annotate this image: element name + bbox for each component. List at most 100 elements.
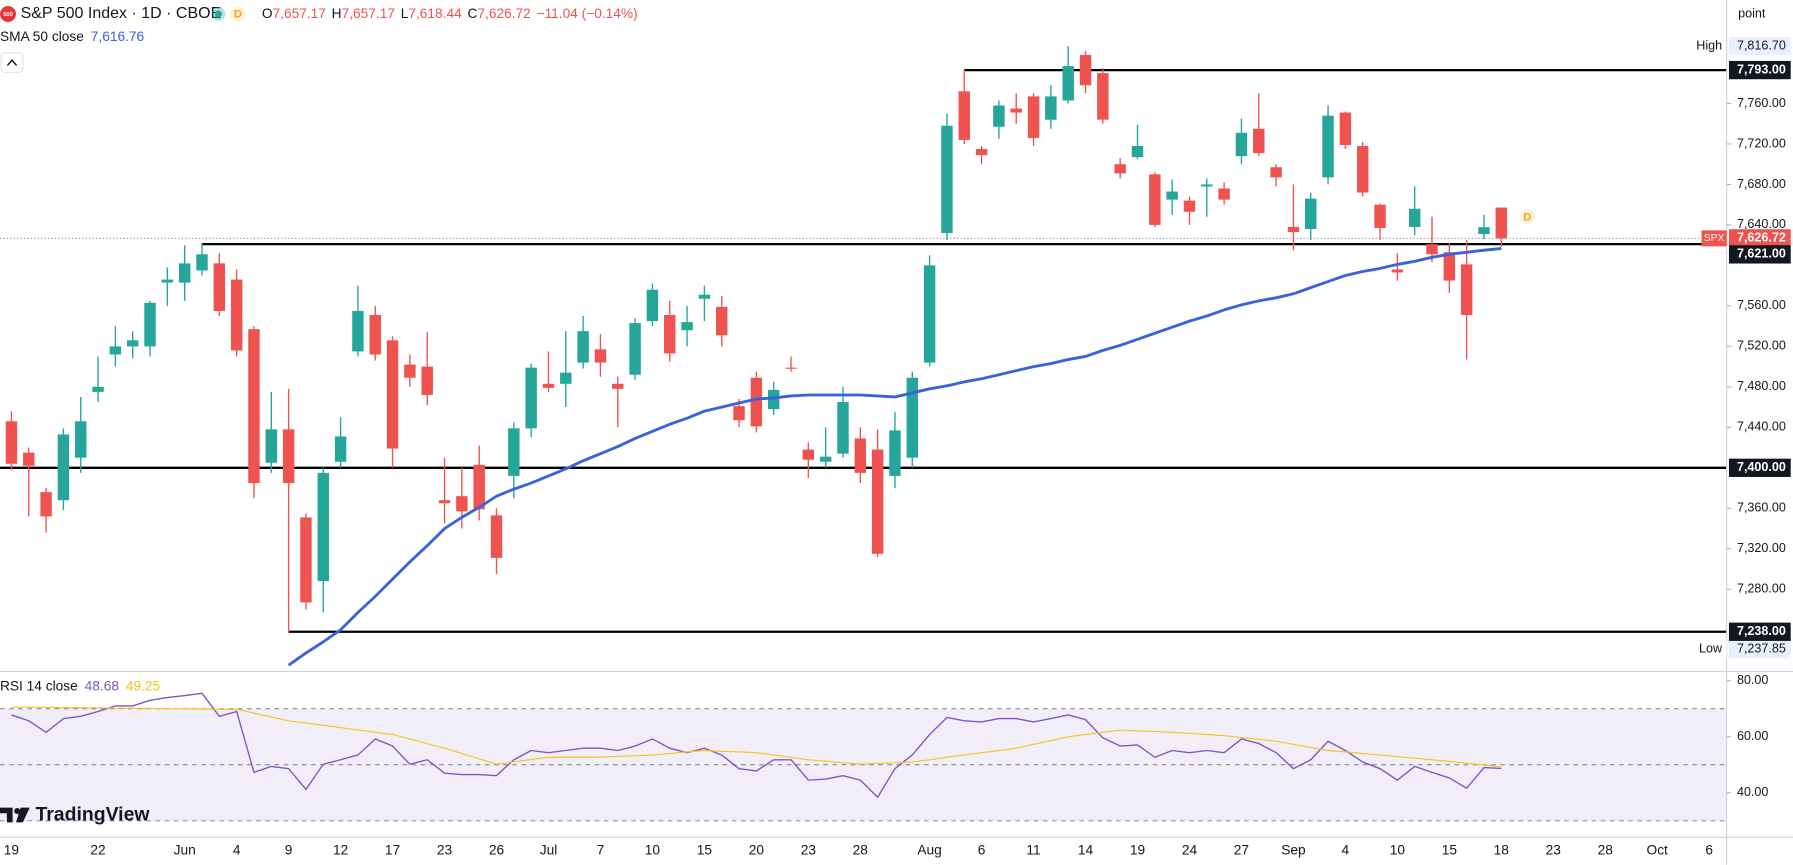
rsi-legend: RSI 14 close 48.68 49.25 xyxy=(0,678,161,693)
y-tick-label: 7,280.00 xyxy=(1737,582,1786,596)
candle-body xyxy=(1201,184,1213,187)
y-tick-label: 7,640.00 xyxy=(1737,217,1786,231)
h-label: H xyxy=(332,6,342,21)
event-marker xyxy=(1519,208,1536,225)
candle-body xyxy=(837,402,849,454)
level-tag-value: 7,621.00 xyxy=(1737,247,1786,261)
sma-legend: SMA 50 close 7,616.76 xyxy=(0,28,145,43)
y-tick-label: 7,520.00 xyxy=(1737,339,1786,353)
candle-body xyxy=(196,254,208,271)
high-box xyxy=(1728,36,1791,56)
x-tick-label: 12 xyxy=(333,843,348,858)
candle-body xyxy=(785,367,797,369)
candle-body xyxy=(750,377,763,427)
rsi-tick-label: 80.00 xyxy=(1737,673,1768,687)
x-tick-label: 24 xyxy=(1182,843,1198,858)
candle-body xyxy=(1339,112,1352,145)
x-tick-label: Jun xyxy=(174,843,196,858)
candle-body xyxy=(421,366,433,395)
candle-body xyxy=(1391,269,1404,273)
badge xyxy=(229,5,246,22)
x-tick-label: 7 xyxy=(597,843,605,858)
market-status-dot xyxy=(214,10,222,18)
high-value: 7,816.70 xyxy=(1737,38,1786,52)
candle-body xyxy=(386,340,399,449)
x-tick-label: 19 xyxy=(4,843,19,858)
candle-body xyxy=(975,149,988,156)
level-tag-value: 7,793.00 xyxy=(1737,62,1786,76)
candle-body xyxy=(282,429,295,483)
candle-body xyxy=(265,429,278,463)
x-tick-label: 23 xyxy=(437,843,453,858)
logo-mark-slash xyxy=(16,807,30,823)
y-tick-label: 7,760.00 xyxy=(1737,96,1786,110)
candle-body xyxy=(1045,96,1057,120)
candle-body xyxy=(681,322,693,331)
candle-body xyxy=(1356,145,1369,193)
candle-body xyxy=(1478,227,1490,235)
axes: 7,760.00 7,720.00 7,680.00 7,640.00 7,560.00… xyxy=(4,36,1791,858)
candle-body xyxy=(802,449,815,460)
candle-body xyxy=(698,294,711,299)
x-tick-label: 10 xyxy=(1390,843,1406,858)
symbol-tag xyxy=(1701,230,1727,247)
candle-body xyxy=(352,310,364,352)
candle-body xyxy=(733,406,745,421)
candle-body xyxy=(57,434,70,501)
x-tick-label: 22 xyxy=(90,843,105,858)
candle-body xyxy=(577,331,589,363)
low-box xyxy=(1728,639,1791,659)
x-tick-label: 20 xyxy=(749,843,765,858)
candle-body xyxy=(473,464,485,510)
logo-mark-dot xyxy=(14,808,21,814)
candle-body xyxy=(404,364,416,378)
collapse-chevron xyxy=(6,59,18,66)
rsi-tick-label: 40.00 xyxy=(1737,785,1768,799)
candle-body xyxy=(1079,54,1092,86)
candle-body xyxy=(1131,145,1144,158)
candle-body xyxy=(646,289,659,322)
x-tick-label: 10 xyxy=(645,843,661,858)
x-tick-label: Aug xyxy=(917,843,941,858)
candle-body xyxy=(1426,244,1438,255)
ohlc: O7,657.17 H7,657.17 L7,618.44 C7,626.72 −11.… xyxy=(262,6,638,21)
candle-body xyxy=(1253,128,1265,154)
sma-line xyxy=(287,246,1502,667)
y-tick-label: 7,440.00 xyxy=(1737,420,1786,434)
candle-body xyxy=(1408,208,1421,227)
last-price-box xyxy=(1728,229,1791,248)
candle-body xyxy=(923,265,936,363)
candle-body xyxy=(109,346,122,355)
brand-name: TradingView xyxy=(35,804,150,826)
candle-body xyxy=(144,302,156,347)
candle-body xyxy=(248,329,260,483)
candle-body xyxy=(40,492,52,517)
x-tick-label: 27 xyxy=(1234,843,1249,858)
candle-body xyxy=(594,349,607,363)
y-tick-label: 7,720.00 xyxy=(1737,136,1786,150)
x-tick-label: 28 xyxy=(1598,843,1614,858)
level-tag xyxy=(1728,60,1791,80)
candle-body xyxy=(1270,167,1282,178)
level-tag xyxy=(1728,245,1791,264)
collapse-button[interactable] xyxy=(0,52,24,73)
candle-body xyxy=(1183,200,1196,212)
event-marker-text: D xyxy=(1523,211,1531,223)
x-tick-label: Oct xyxy=(1647,843,1669,858)
c-label: C xyxy=(467,6,477,21)
rsi-ma-line xyxy=(11,706,1502,768)
rsi-value: 48.68 xyxy=(85,678,120,693)
candle-body xyxy=(334,436,347,462)
o-label: O xyxy=(262,6,273,21)
candle-body xyxy=(1027,96,1040,138)
candle-body xyxy=(1287,226,1300,233)
candle-body xyxy=(456,496,468,512)
candle-body xyxy=(993,105,1005,127)
candle-body xyxy=(490,515,503,558)
candle-body xyxy=(75,421,87,458)
level-tag xyxy=(1728,622,1791,641)
candle-body xyxy=(230,279,243,351)
rsi-tick-label: 60.00 xyxy=(1737,729,1768,743)
candle-body xyxy=(1460,264,1473,315)
candle-body xyxy=(178,263,191,283)
